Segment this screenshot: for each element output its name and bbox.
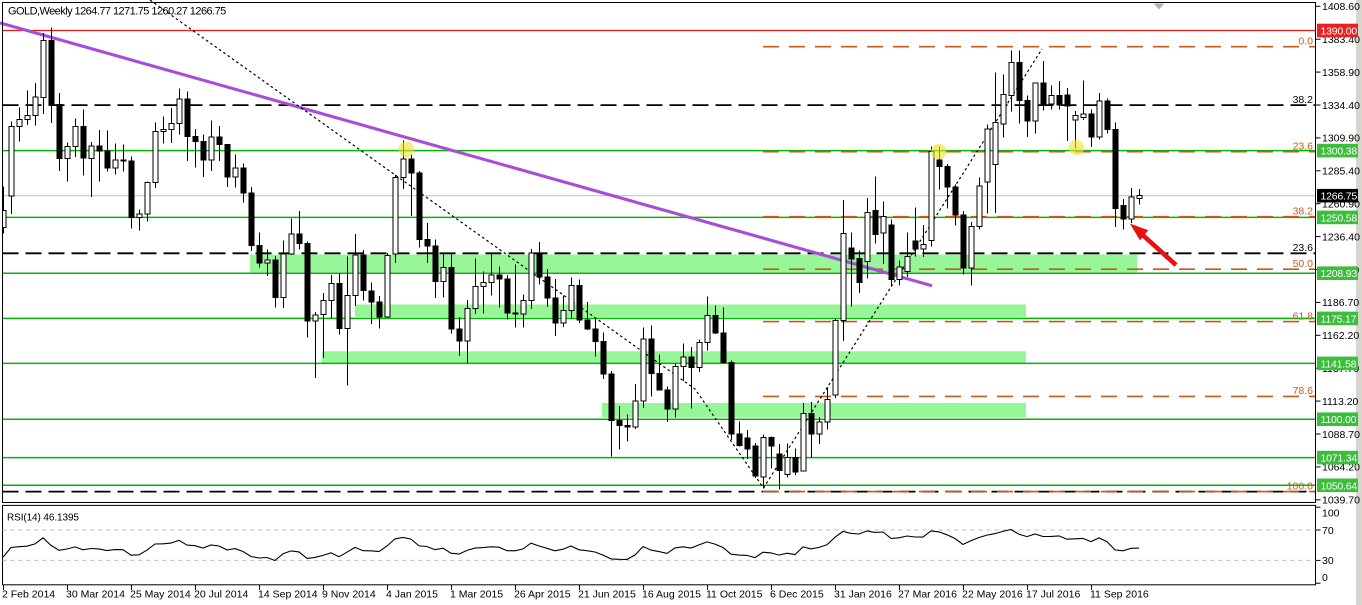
svg-text:20 Jul 2014: 20 Jul 2014 bbox=[194, 589, 248, 601]
svg-text:1236.40: 1236.40 bbox=[1322, 231, 1360, 243]
svg-text:1088.70: 1088.70 bbox=[1322, 429, 1360, 441]
svg-text:1186.70: 1186.70 bbox=[1322, 297, 1359, 309]
svg-text:50.0: 50.0 bbox=[1293, 258, 1314, 270]
svg-text:11 Sep 2016: 11 Sep 2016 bbox=[1090, 589, 1149, 601]
svg-text:9 Nov 2014: 9 Nov 2014 bbox=[322, 589, 376, 601]
svg-text:100: 100 bbox=[1322, 507, 1340, 519]
svg-text:1334.40: 1334.40 bbox=[1322, 100, 1360, 112]
svg-text:78.6: 78.6 bbox=[1293, 385, 1314, 397]
svg-text:16 Aug 2015: 16 Aug 2015 bbox=[642, 589, 701, 601]
svg-text:11 Oct 2015: 11 Oct 2015 bbox=[706, 589, 763, 601]
svg-text:1408.60: 1408.60 bbox=[1322, 1, 1360, 13]
svg-text:27 Mar 2016: 27 Mar 2016 bbox=[898, 589, 957, 601]
svg-text:23.6: 23.6 bbox=[1293, 141, 1314, 153]
svg-text:17 Jul 2016: 17 Jul 2016 bbox=[1026, 589, 1080, 601]
svg-text:1071.34: 1071.34 bbox=[1321, 453, 1358, 465]
svg-text:38.2: 38.2 bbox=[1293, 206, 1314, 218]
svg-text:0.0: 0.0 bbox=[1298, 36, 1313, 48]
svg-text:1141.58: 1141.58 bbox=[1321, 358, 1357, 370]
svg-text:1162.20: 1162.20 bbox=[1322, 330, 1359, 342]
svg-text:2 Feb 2014: 2 Feb 2014 bbox=[2, 589, 55, 601]
svg-text:1113.20: 1113.20 bbox=[1322, 396, 1359, 408]
svg-text:GOLD,Weekly 1264.77 1271.75 1: GOLD,Weekly 1264.77 1271.75 1260.27 1266… bbox=[8, 6, 226, 18]
svg-text:30: 30 bbox=[1322, 555, 1334, 567]
svg-text:21 Jun 2015: 21 Jun 2015 bbox=[578, 589, 636, 601]
svg-text:6 Dec 2015: 6 Dec 2015 bbox=[770, 589, 824, 601]
svg-text:1300.38: 1300.38 bbox=[1321, 146, 1358, 158]
svg-text:38.2: 38.2 bbox=[1293, 94, 1314, 106]
svg-text:14 Sep 2014: 14 Sep 2014 bbox=[258, 589, 318, 601]
svg-text:1309.90: 1309.90 bbox=[1322, 133, 1360, 145]
svg-text:30 Mar 2014: 30 Mar 2014 bbox=[66, 589, 125, 601]
svg-text:22 May 2016: 22 May 2016 bbox=[962, 589, 1023, 601]
svg-text:0: 0 bbox=[1322, 572, 1328, 584]
svg-text:RSI(14) 46.1395: RSI(14) 46.1395 bbox=[7, 513, 79, 524]
svg-text:1100.00: 1100.00 bbox=[1321, 414, 1357, 426]
svg-text:25 May 2014: 25 May 2014 bbox=[130, 589, 191, 601]
svg-text:61.8: 61.8 bbox=[1293, 310, 1314, 322]
svg-text:100.0: 100.0 bbox=[1287, 480, 1313, 492]
svg-text:1 Mar 2015: 1 Mar 2015 bbox=[450, 589, 503, 601]
svg-text:23.6: 23.6 bbox=[1293, 242, 1314, 254]
svg-text:31 Jan 2016: 31 Jan 2016 bbox=[834, 589, 892, 601]
svg-text:1390.00: 1390.00 bbox=[1321, 26, 1358, 38]
svg-text:1064.20: 1064.20 bbox=[1322, 462, 1360, 474]
svg-text:1208.93: 1208.93 bbox=[1321, 268, 1358, 280]
svg-text:1285.40: 1285.40 bbox=[1322, 166, 1360, 178]
svg-text:1266.75: 1266.75 bbox=[1321, 191, 1358, 203]
svg-text:4 Jan 2015: 4 Jan 2015 bbox=[386, 589, 438, 601]
svg-text:1050.64: 1050.64 bbox=[1321, 480, 1358, 492]
svg-text:1039.70: 1039.70 bbox=[1322, 495, 1360, 507]
svg-text:1175.17: 1175.17 bbox=[1321, 313, 1357, 325]
svg-text:1250.58: 1250.58 bbox=[1321, 212, 1358, 224]
svg-text:70: 70 bbox=[1322, 525, 1334, 537]
svg-text:26 Apr 2015: 26 Apr 2015 bbox=[514, 589, 571, 601]
svg-text:1358.90: 1358.90 bbox=[1322, 67, 1360, 79]
